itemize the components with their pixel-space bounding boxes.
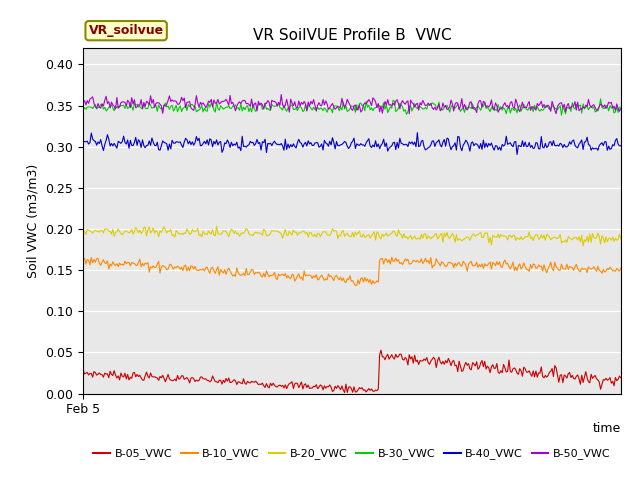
B-10_VWC xyxy=(420,259,428,264)
Line: B-40_VWC: B-40_VWC xyxy=(83,132,621,155)
B-40_VWC xyxy=(617,143,625,149)
B-20_VWC xyxy=(212,223,220,229)
B-20_VWC xyxy=(144,227,152,233)
B-30_VWC xyxy=(617,104,625,110)
B-50_VWC xyxy=(294,105,301,111)
B-05_VWC xyxy=(470,361,478,367)
B-50_VWC xyxy=(617,106,625,111)
B-10_VWC xyxy=(144,260,152,265)
B-30_VWC xyxy=(144,106,152,111)
B-50_VWC xyxy=(277,92,285,97)
B-20_VWC xyxy=(617,236,625,241)
B-30_VWC xyxy=(467,106,475,111)
B-20_VWC xyxy=(472,233,479,239)
B-05_VWC xyxy=(144,373,152,379)
Line: B-10_VWC: B-10_VWC xyxy=(83,257,621,286)
B-10_VWC xyxy=(292,276,300,282)
B-30_VWC xyxy=(292,106,300,111)
Line: B-05_VWC: B-05_VWC xyxy=(83,350,621,393)
B-05_VWC xyxy=(420,356,428,362)
B-10_VWC xyxy=(470,263,478,269)
B-50_VWC xyxy=(79,100,87,106)
B-40_VWC xyxy=(513,152,521,157)
B-05_VWC xyxy=(340,390,348,396)
Line: B-20_VWC: B-20_VWC xyxy=(83,226,621,246)
B-05_VWC xyxy=(79,367,87,372)
B-50_VWC xyxy=(144,99,152,105)
B-05_VWC xyxy=(617,375,625,381)
B-40_VWC xyxy=(472,141,479,146)
B-10_VWC xyxy=(79,258,87,264)
Text: VR_soilvue: VR_soilvue xyxy=(88,24,164,37)
Line: B-30_VWC: B-30_VWC xyxy=(83,99,621,115)
B-05_VWC xyxy=(255,382,262,387)
B-40_VWC xyxy=(255,141,262,146)
B-05_VWC xyxy=(473,359,481,365)
B-40_VWC xyxy=(79,139,87,145)
B-20_VWC xyxy=(294,232,301,238)
B-20_VWC xyxy=(579,243,587,249)
Legend: B-05_VWC, B-10_VWC, B-20_VWC, B-30_VWC, B-40_VWC, B-50_VWC: B-05_VWC, B-10_VWC, B-20_VWC, B-30_VWC, … xyxy=(89,444,615,464)
B-20_VWC xyxy=(419,235,427,241)
B-50_VWC xyxy=(255,98,262,104)
B-50_VWC xyxy=(470,104,478,110)
B-40_VWC xyxy=(419,137,427,143)
B-10_VWC xyxy=(351,283,359,288)
B-20_VWC xyxy=(79,228,87,233)
B-30_VWC xyxy=(470,107,478,112)
Y-axis label: Soil VWC (m3/m3): Soil VWC (m3/m3) xyxy=(27,164,40,278)
B-10_VWC xyxy=(473,259,481,265)
B-40_VWC xyxy=(144,143,152,148)
B-30_VWC xyxy=(596,96,604,102)
B-30_VWC xyxy=(557,112,565,118)
B-40_VWC xyxy=(292,145,300,151)
B-05_VWC xyxy=(292,380,300,386)
B-10_VWC xyxy=(255,269,262,275)
X-axis label: time: time xyxy=(593,422,621,435)
B-05_VWC xyxy=(377,348,385,353)
B-30_VWC xyxy=(417,105,425,110)
B-20_VWC xyxy=(468,231,476,237)
B-50_VWC xyxy=(420,100,428,106)
B-30_VWC xyxy=(255,101,262,107)
B-40_VWC xyxy=(468,139,476,145)
Title: VR SoilVUE Profile B  VWC: VR SoilVUE Profile B VWC xyxy=(253,28,451,43)
B-40_VWC xyxy=(413,130,421,135)
B-10_VWC xyxy=(617,265,625,271)
B-50_VWC xyxy=(473,109,481,115)
B-10_VWC xyxy=(388,254,396,260)
B-30_VWC xyxy=(79,107,87,113)
B-50_VWC xyxy=(405,111,413,117)
B-20_VWC xyxy=(256,230,264,236)
Line: B-50_VWC: B-50_VWC xyxy=(83,95,621,114)
